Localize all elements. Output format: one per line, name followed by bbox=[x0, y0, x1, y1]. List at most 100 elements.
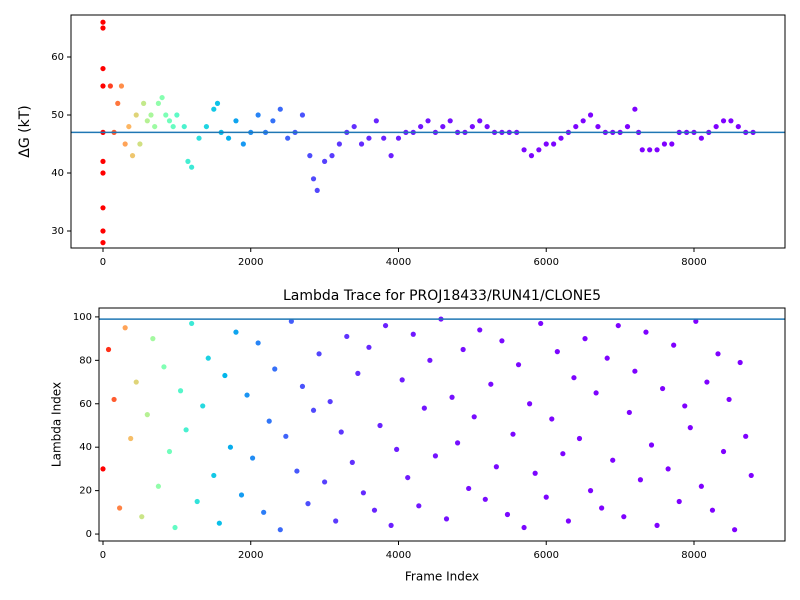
point bbox=[410, 331, 416, 337]
point bbox=[418, 123, 424, 130]
point bbox=[225, 135, 232, 141]
point bbox=[632, 106, 638, 112]
point bbox=[211, 472, 217, 479]
point bbox=[477, 327, 483, 333]
point bbox=[599, 505, 605, 511]
point bbox=[100, 205, 106, 211]
point bbox=[227, 444, 234, 450]
point bbox=[249, 455, 256, 461]
point bbox=[170, 123, 176, 130]
point bbox=[493, 464, 499, 470]
point bbox=[316, 351, 322, 357]
point bbox=[521, 147, 527, 153]
point bbox=[349, 459, 355, 465]
point bbox=[107, 83, 113, 89]
y-tick-label: 40 bbox=[51, 168, 64, 179]
point bbox=[543, 141, 549, 147]
point bbox=[205, 355, 211, 361]
y-axis-label: ΔG (kT) bbox=[17, 105, 33, 157]
point bbox=[329, 153, 335, 159]
point bbox=[477, 118, 483, 124]
point bbox=[454, 440, 461, 446]
point bbox=[327, 398, 333, 405]
point bbox=[255, 340, 261, 346]
point bbox=[105, 346, 112, 353]
point bbox=[277, 527, 283, 533]
point bbox=[735, 123, 741, 130]
x-tick-label: 4000 bbox=[386, 257, 411, 268]
point bbox=[405, 474, 411, 481]
point bbox=[443, 516, 450, 522]
y-tick-label: 80 bbox=[79, 355, 92, 366]
point bbox=[732, 527, 738, 533]
point bbox=[305, 501, 311, 507]
point bbox=[183, 427, 189, 433]
point bbox=[388, 153, 394, 159]
point bbox=[166, 448, 173, 455]
point bbox=[211, 106, 217, 112]
point bbox=[240, 141, 246, 147]
point bbox=[100, 25, 106, 31]
point bbox=[129, 153, 136, 159]
point bbox=[626, 409, 632, 416]
point bbox=[515, 362, 522, 368]
point bbox=[270, 118, 276, 124]
axes-frame bbox=[98, 307, 786, 542]
point bbox=[709, 507, 716, 513]
point bbox=[595, 123, 601, 130]
point bbox=[669, 141, 675, 147]
point bbox=[310, 407, 317, 413]
point bbox=[196, 135, 202, 141]
point bbox=[166, 118, 173, 124]
point bbox=[573, 123, 579, 130]
point bbox=[582, 336, 588, 342]
point bbox=[203, 123, 210, 130]
y-tick-label: 30 bbox=[51, 226, 64, 237]
point bbox=[100, 158, 106, 165]
point bbox=[647, 147, 653, 153]
point bbox=[371, 507, 378, 513]
x-tick-label: 2000 bbox=[238, 550, 263, 561]
point bbox=[155, 100, 161, 106]
point bbox=[621, 514, 627, 520]
point bbox=[233, 118, 239, 124]
point bbox=[624, 123, 631, 130]
point bbox=[593, 390, 599, 396]
point bbox=[399, 377, 405, 383]
point bbox=[100, 19, 106, 25]
point bbox=[322, 158, 328, 165]
point bbox=[200, 403, 206, 409]
point bbox=[565, 518, 571, 524]
point bbox=[532, 470, 538, 476]
point bbox=[100, 65, 106, 72]
point bbox=[139, 514, 145, 520]
point bbox=[310, 176, 317, 182]
point bbox=[528, 153, 535, 159]
point bbox=[643, 329, 649, 335]
point bbox=[111, 396, 117, 403]
point bbox=[648, 442, 655, 448]
point bbox=[510, 431, 516, 437]
point bbox=[115, 100, 121, 106]
point bbox=[307, 153, 313, 159]
point bbox=[587, 112, 594, 118]
point bbox=[416, 503, 422, 509]
point bbox=[482, 496, 488, 502]
point bbox=[395, 135, 402, 141]
y-tick-label: 50 bbox=[51, 110, 64, 121]
point bbox=[137, 141, 143, 147]
point bbox=[610, 457, 616, 463]
point bbox=[174, 112, 180, 118]
point bbox=[285, 135, 291, 141]
point bbox=[659, 385, 666, 392]
point bbox=[126, 123, 132, 130]
y-tick-label: 40 bbox=[79, 442, 92, 453]
point bbox=[272, 366, 278, 372]
point bbox=[704, 379, 710, 385]
point bbox=[560, 451, 566, 457]
point bbox=[698, 483, 704, 489]
point bbox=[543, 494, 549, 500]
x-tick-label: 6000 bbox=[534, 257, 559, 268]
point bbox=[587, 488, 594, 494]
